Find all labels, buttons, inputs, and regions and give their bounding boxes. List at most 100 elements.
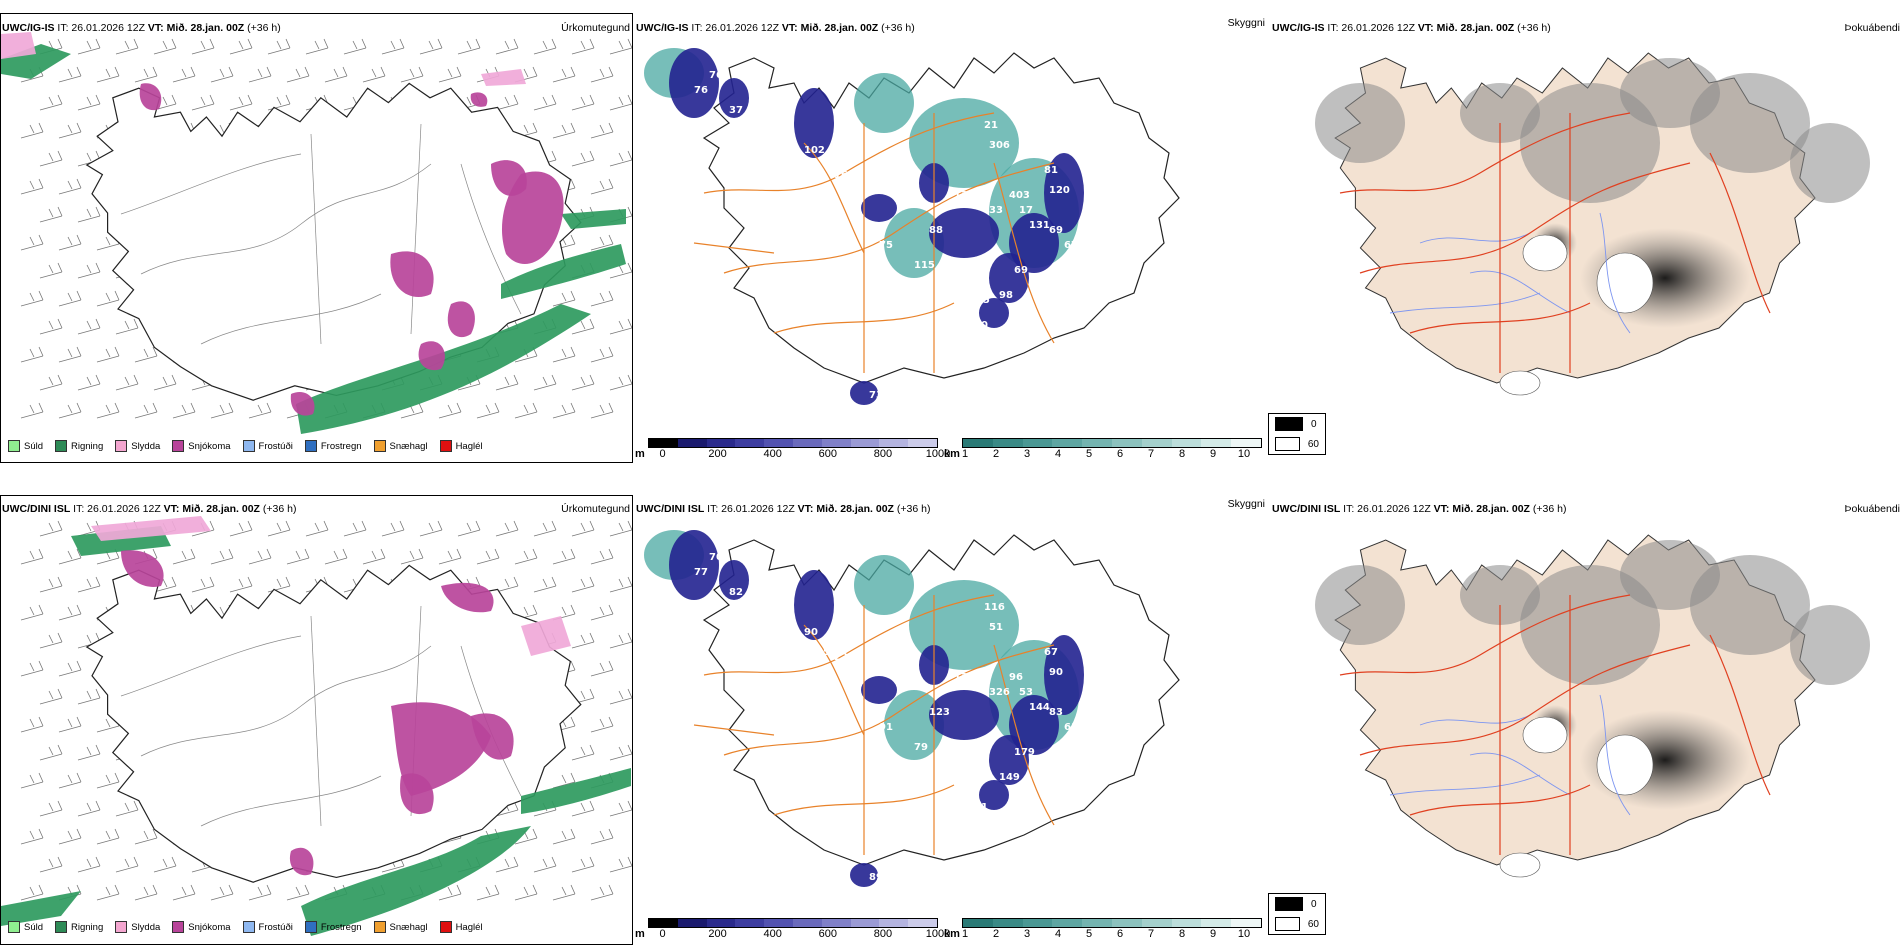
wind-barb — [39, 318, 63, 335]
wind-barb — [305, 38, 329, 55]
precip-map-row2 — [1, 516, 632, 936]
road — [703, 112, 995, 194]
wind-barb — [134, 884, 158, 901]
wind-barb — [571, 632, 595, 649]
colorbar-cell — [1111, 919, 1142, 927]
glacier — [1499, 852, 1541, 878]
wind-barb — [229, 94, 253, 111]
wind-barb — [115, 800, 139, 817]
colorbar-cell — [677, 919, 707, 927]
colorbar-cell — [1141, 919, 1172, 927]
wind-barb — [533, 856, 557, 873]
legend-swatch — [8, 921, 20, 933]
road — [723, 162, 1055, 274]
legend-label: Súld — [24, 440, 44, 452]
road — [703, 594, 995, 676]
wind-barb — [96, 346, 120, 363]
wind-barb — [20, 290, 44, 307]
wind-barb — [324, 66, 348, 83]
wind-barb — [153, 374, 177, 391]
snow-depth-label: 131 — [1029, 220, 1050, 231]
init-time: IT: 26.01.2026 12Z — [73, 503, 161, 515]
wind-barb — [533, 94, 557, 111]
valid-label: VT: — [147, 22, 164, 34]
wind-barb — [248, 402, 272, 419]
colorbar-cell — [649, 439, 678, 447]
snow-depth-label: 82 — [729, 587, 743, 598]
snow-depth-area — [989, 735, 1029, 785]
wind-barb — [552, 884, 576, 901]
legend-swatch — [304, 921, 317, 933]
snow-depth-label: 98 — [999, 290, 1013, 301]
precip-area-sleet — [481, 69, 526, 86]
colorbar-tick: 1000 — [925, 448, 951, 460]
legend-swatch — [55, 921, 68, 933]
precip-area-rain — [1, 891, 81, 926]
wind-barb — [590, 884, 614, 901]
wind-barb — [77, 262, 101, 279]
colorbar-cell — [706, 919, 736, 927]
fog-legend-swatch — [1275, 897, 1303, 911]
lead-time: (+36 h) — [1532, 503, 1567, 515]
wind-barb — [533, 576, 557, 593]
legend-item: Snæhagl — [373, 440, 428, 452]
wind-barb — [210, 402, 234, 419]
legend-item: Frostúði — [242, 440, 293, 452]
wind-barb — [39, 520, 63, 537]
legend-label: Frostúði — [258, 440, 293, 452]
precip-area-snow — [491, 160, 527, 196]
wind-barb — [609, 318, 632, 335]
wind-barb — [20, 548, 44, 565]
wind-barb — [210, 548, 234, 565]
fog-legend-row: 0 — [1269, 894, 1325, 914]
snow-depth-area — [794, 88, 834, 158]
legend-swatch — [242, 440, 255, 452]
wind-barb — [609, 688, 632, 705]
snow-depth-label: 58 — [1034, 150, 1048, 161]
model-name: UWC/IG-IS — [2, 22, 55, 34]
wind-barb — [609, 262, 632, 279]
road — [803, 624, 865, 736]
glacier — [1499, 370, 1541, 396]
wind-barb — [457, 520, 481, 537]
colorbar-cell — [1111, 439, 1142, 447]
legend-label: Frostúði — [258, 921, 293, 933]
legend-swatch — [439, 440, 452, 452]
colorbar-tick: 10 — [1237, 928, 1251, 940]
snow-depth-label: 70 — [809, 165, 823, 176]
wind-barb — [96, 828, 120, 845]
snow-depth-label: 29 — [904, 882, 918, 893]
model-name: UWC/IG-IS — [636, 22, 689, 34]
snow-depth-area — [850, 381, 878, 405]
wind-barb — [39, 374, 63, 391]
legend-item: Frostregn — [304, 440, 362, 452]
snow-depth-label: 69 — [1049, 225, 1063, 236]
legend-label: Frostregn — [320, 921, 362, 933]
wind-barb — [58, 660, 82, 677]
snow-panel-row1: 76 37 76 102 70 16 21 306 81 58 120 403 75 88 136 33 17 1… — [634, 13, 1270, 433]
wind-barb — [286, 66, 310, 83]
road-network — [693, 594, 1055, 855]
wind-barb — [590, 178, 614, 195]
wind-barb — [248, 66, 272, 83]
wind-barb — [153, 38, 177, 55]
wind-barb — [229, 576, 253, 593]
wind-barb — [362, 66, 386, 83]
wind-barb — [229, 38, 253, 55]
colorbar-cell — [1141, 439, 1172, 447]
fog-legend-swatch — [1275, 417, 1303, 431]
wind-barb — [77, 318, 101, 335]
wind-barb — [571, 800, 595, 817]
wind-barb — [172, 402, 196, 419]
snow-depth-label: 70 — [709, 552, 723, 563]
snow-depth-label: 71 — [894, 877, 908, 888]
colorbar-cell — [963, 919, 993, 927]
legend-label: Haglél — [455, 440, 483, 452]
wind-barb — [609, 94, 632, 111]
fog-area — [1520, 83, 1660, 203]
valid-time: Mið. 28.jan. 00Z — [1436, 22, 1515, 34]
init-time: IT: 26.01.2026 12Z — [707, 503, 795, 515]
river — [1419, 232, 1531, 244]
wind-barb — [134, 402, 158, 419]
river — [1389, 774, 1541, 796]
